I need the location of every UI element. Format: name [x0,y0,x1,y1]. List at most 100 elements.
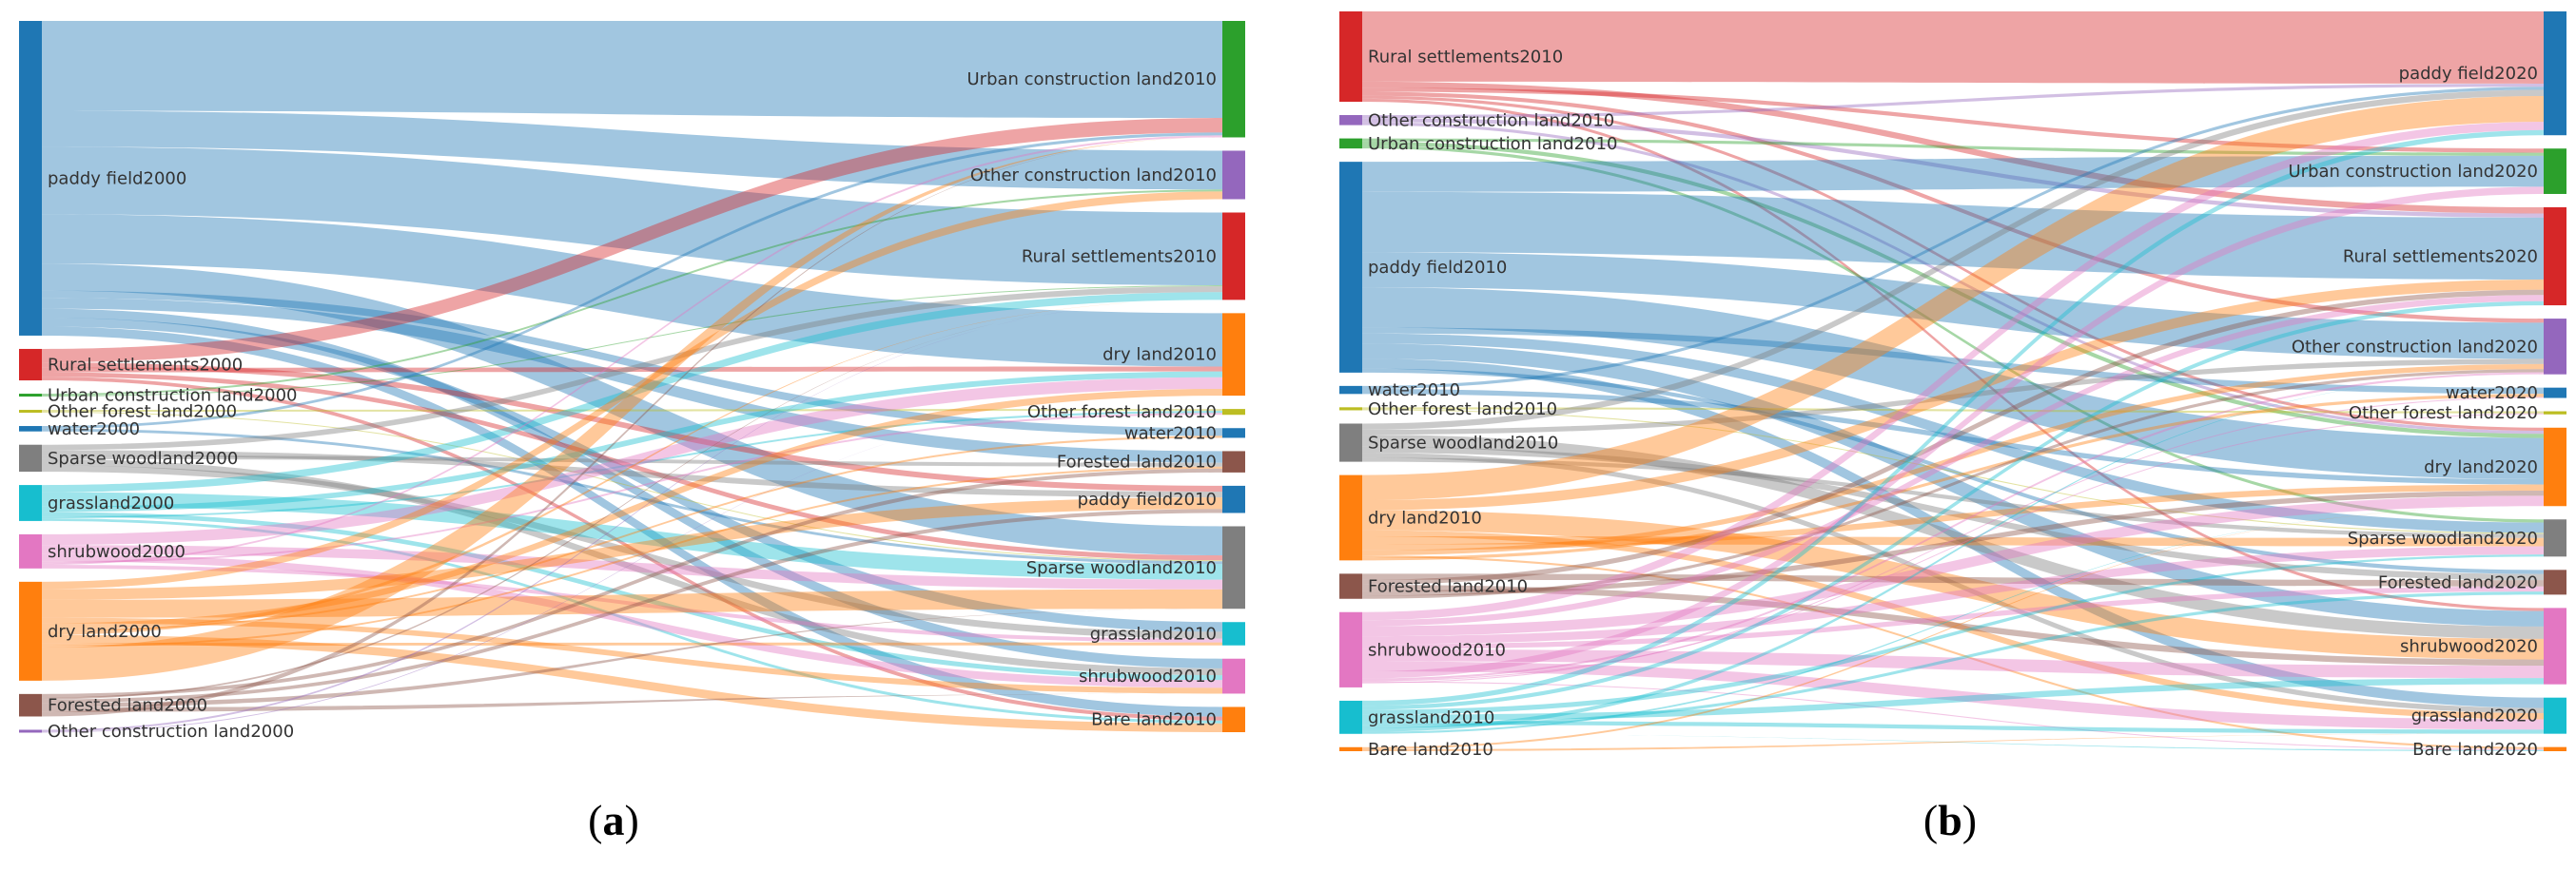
link-s_water-to-t_paddy [1362,87,2544,390]
node-label-left-s_urban: Urban construction land2000 [48,386,298,406]
node-left-s_forested[interactable] [1339,573,1362,599]
node-right-t_shrub[interactable] [2544,608,2566,685]
node-left-s_rural[interactable] [1339,11,1362,103]
link-s_dry-to-t_ocons [1362,363,2544,556]
link-s_rural-to-t_urban [1362,87,2544,153]
link-s_grass-to-t_oforest [42,411,1222,519]
node-left-s_sparse[interactable] [1339,423,1362,462]
link-s_shrub-to-t_rural [1362,295,2544,627]
node-right-t_paddy[interactable] [1222,485,1245,513]
node-right-t_urban[interactable] [1222,21,1245,138]
node-left-s_water[interactable] [1339,385,1362,395]
node-right-t_water[interactable] [1222,428,1245,438]
link-s_paddy-to-t_dry [42,214,1222,367]
link-s_sparse-to-t_grass [1362,453,2544,713]
node-label-right-t_water: water2010 [1124,423,1217,443]
node-label-left-s_bare: Bare land2010 [1368,740,1493,760]
link-s_paddy-to-t_urban [1362,155,2544,192]
node-left-s_ocons[interactable] [1339,115,1362,126]
link-s_shrub-to-t_bare [1362,681,2544,750]
node-label-right-t_paddy: paddy field2010 [1078,490,1217,510]
link-s_urban-to-t_urban [1362,138,2544,156]
link-s_grass-to-t_rural [1362,300,2544,710]
link-s_paddy-to-t_ocons [42,110,1222,190]
node-label-right-t_shrub: shrubwood2020 [2400,637,2538,657]
node-left-s_water[interactable] [19,426,42,432]
link-s_water-to-t_urban [42,132,1222,429]
link-s_paddy-to-t_forested [1362,368,2544,574]
link-s_dry-to-t_shrub [42,617,1222,694]
node-left-s_shrub[interactable] [19,533,42,569]
node-label-left-s_dry: dry land2010 [1368,508,1482,528]
node-right-t_forested[interactable] [2544,570,2566,595]
node-right-t_bare[interactable] [1222,706,1245,732]
node-left-s_grass[interactable] [19,485,42,521]
link-s_grass-to-t_grass [1362,721,2544,734]
node-right-t_grass[interactable] [1222,622,1245,646]
link-s_water-to-t_dry [1362,389,2544,485]
link-s_rural-to-t_bare [42,377,1222,721]
node-left-s_dry[interactable] [1339,474,1362,561]
node-right-t_shrub[interactable] [1222,658,1245,694]
node-left-s_paddy[interactable] [1339,162,1362,373]
node-right-t_dry[interactable] [1222,313,1245,397]
node-right-t_sparse[interactable] [1222,526,1245,610]
node-left-s_rural[interactable] [19,348,42,381]
link-s_dry-to-t_water [42,436,1222,631]
link-s_paddy-to-t_water [1362,327,2544,395]
link-s_paddy-to-t_urban [42,21,1222,119]
node-right-t_dry[interactable] [2544,427,2566,507]
node-left-s_urban[interactable] [1339,138,1362,149]
node-right-t_oforest[interactable] [1222,409,1245,416]
link-s_paddy-to-t_bare [42,326,1222,717]
node-left-s_ocons[interactable] [19,729,42,733]
node-right-t_oforest[interactable] [2544,411,2566,415]
link-s_ocons-to-t_dry [42,396,1222,733]
link-s_paddy-to-t_rural [1362,191,2544,280]
node-label-right-t_sparse: Sparse woodland2020 [2348,529,2538,549]
node-label-right-t_dry: dry land2020 [2424,457,2538,477]
node-left-s_paddy[interactable] [19,21,42,336]
link-s_rural-to-t_shrub [1362,98,2544,611]
node-label-left-s_forested: Forested land2010 [1368,577,1528,597]
node-right-t_water[interactable] [2544,387,2566,398]
node-right-t_paddy[interactable] [2544,11,2566,136]
link-s_shrub-to-t_shrub [1362,648,2544,679]
node-left-s_grass[interactable] [1339,700,1362,734]
node-label-left-s_urban: Urban construction land2010 [1368,134,1618,154]
link-s_shrub-to-t_forested [1362,586,2544,649]
node-label-left-s_grass: grassland2000 [48,494,174,513]
node-right-t_rural[interactable] [1222,212,1245,300]
node-right-t_ocons[interactable] [1222,150,1245,200]
node-right-t_rural[interactable] [2544,206,2566,306]
node-right-t_sparse[interactable] [2544,519,2566,557]
node-left-s_bare[interactable] [1339,746,1362,751]
node-left-s_urban[interactable] [19,394,42,397]
node-right-t_ocons[interactable] [2544,319,2566,375]
link-s_ocons-to-t_rural [1362,118,2544,218]
sankey-panel-a: paddy field2000 Rural settlements2000 Urba… [19,21,1245,742]
link-s_dry-to-t_rural [1362,279,2544,511]
link-s_paddy-to-t_shrub [1362,343,2544,627]
link-s_paddy-to-t_dry [1362,287,2544,480]
node-right-t_urban[interactable] [2544,148,2566,194]
link-s_urban-to-t_ocons [42,189,1222,397]
link-s_dry-to-t_forested [42,466,1222,648]
node-left-s_forested[interactable] [19,693,42,717]
link-s_forested-to-t_dry [1362,490,2544,596]
node-right-t_grass[interactable] [2544,697,2566,734]
link-s_paddy-to-t_grass [42,318,1222,632]
node-label-right-t_water: water2020 [2446,383,2538,403]
link-s_forested-to-t_forested [1362,573,2544,587]
node-label-left-s_ocons: Other construction land2010 [1368,110,1614,130]
node-left-s_dry[interactable] [19,581,42,681]
node-left-s_sparse[interactable] [19,444,42,473]
node-left-s_shrub[interactable] [1339,611,1362,687]
node-left-s_oforest[interactable] [19,410,42,414]
node-right-t_forested[interactable] [1222,451,1245,473]
link-s_grass-to-t_dry [1362,506,2544,734]
node-label-right-t_bare: Bare land2020 [2412,740,2538,760]
link-s_dry-to-t_bare [1362,555,2544,749]
node-left-s_oforest[interactable] [1339,407,1362,411]
node-right-t_bare[interactable] [2544,746,2566,751]
